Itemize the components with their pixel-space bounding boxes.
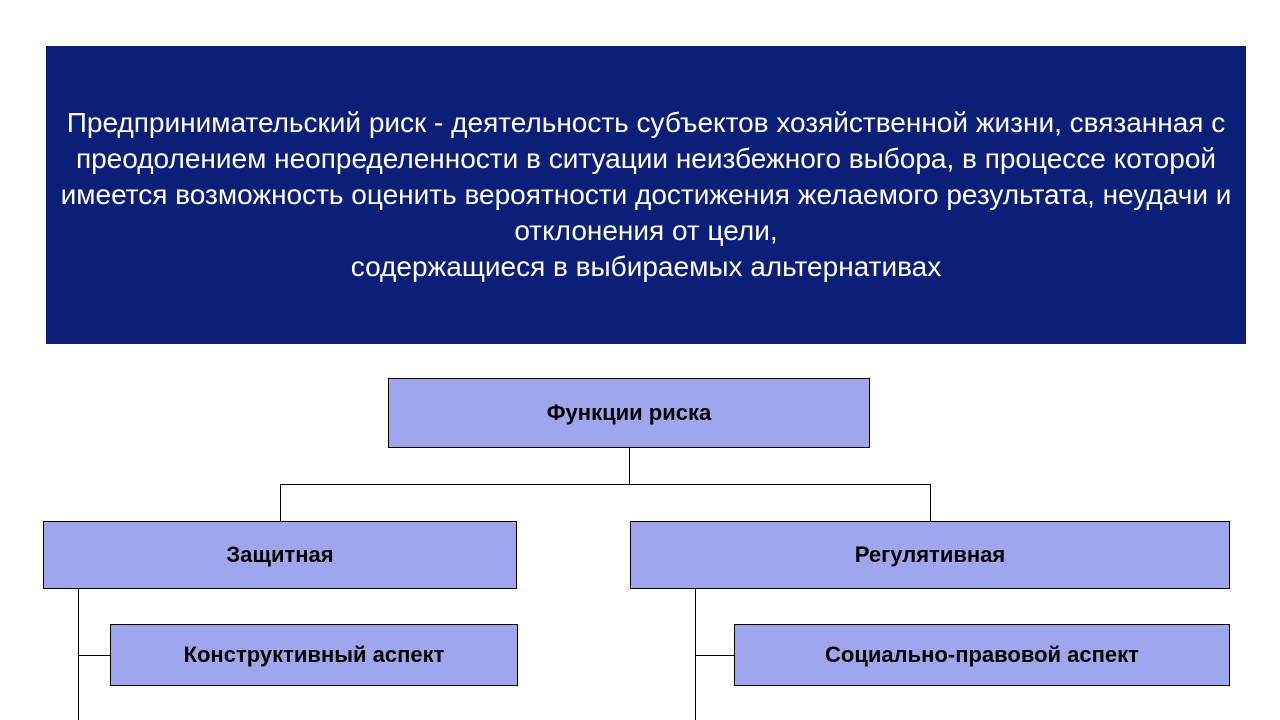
tree-root-node: Функции риска (388, 378, 870, 448)
tree-branch-node: Защитная (43, 521, 517, 589)
tree-leaf-label: Конструктивный аспект (184, 642, 445, 668)
connector-line (280, 484, 930, 485)
tree-leaf-node: Конструктивный аспект (110, 624, 518, 686)
tree-branch-label: Защитная (226, 542, 333, 568)
connector-line (280, 484, 281, 521)
tree-branch-label: Регулятивная (855, 542, 1005, 568)
connector-line (78, 655, 110, 656)
tree-leaf-node: Социально-правовой аспект (734, 624, 1230, 686)
diagram-canvas: { "canvas": { "width": 1280, "height": 7… (0, 0, 1280, 720)
definition-text: Предпринимательский риск - деятельность … (56, 105, 1236, 284)
definition-box: Предпринимательский риск - деятельность … (46, 46, 1246, 344)
tree-branch-node: Регулятивная (630, 521, 1230, 589)
tree-root-label: Функции риска (547, 400, 711, 426)
connector-line (695, 655, 734, 656)
connector-line (629, 448, 630, 484)
connector-line (930, 484, 931, 521)
tree-leaf-label: Социально-правовой аспект (825, 642, 1139, 668)
